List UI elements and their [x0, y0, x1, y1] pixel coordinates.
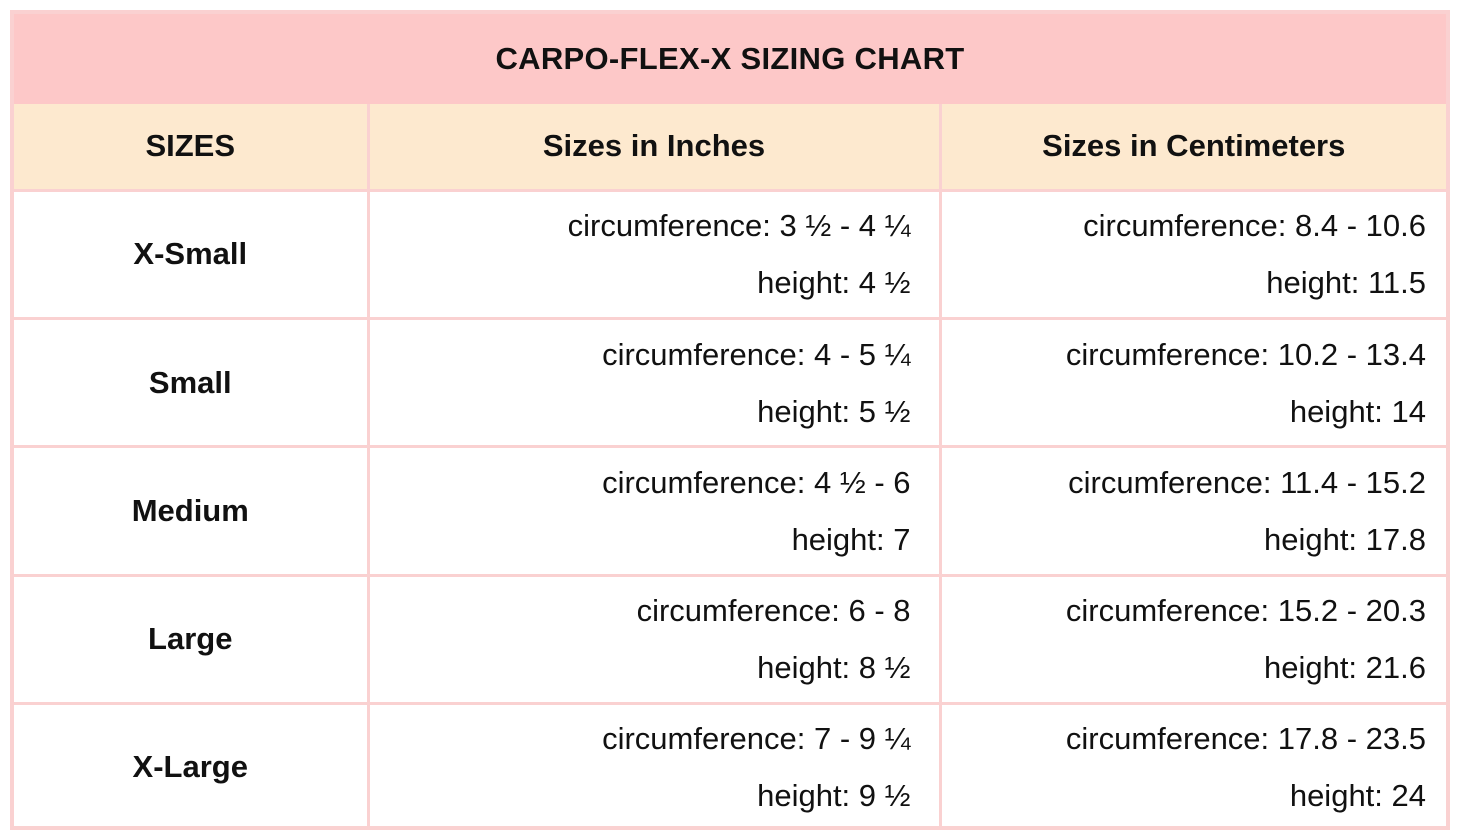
header-sizes: SIZES — [14, 104, 370, 192]
size-label: X-Small — [14, 188, 370, 321]
cm-height: height: 24 — [1289, 778, 1426, 814]
inches-height: height: 9 ½ — [757, 778, 911, 814]
cm-height: height: 17.8 — [1263, 521, 1426, 557]
cm-circumference: circumference: 10.2 - 13.4 — [1065, 336, 1426, 372]
centimeters-cell: circumference: 11.4 - 15.2 height: 17.8 — [938, 445, 1446, 577]
cm-circumference: circumference: 15.2 - 20.3 — [1065, 593, 1426, 629]
inches-cell: circumference: 4 - 5 ¼ height: 5 ½ — [366, 317, 942, 449]
cm-circumference: circumference: 8.4 - 10.6 — [1083, 208, 1426, 244]
table-header-row: SIZES Sizes in Inches Sizes in Centimete… — [14, 104, 1446, 192]
cm-height: height: 11.5 — [1266, 265, 1426, 301]
table-row: Small circumference: 4 - 5 ¼ height: 5 ½… — [14, 317, 1446, 449]
centimeters-cell: circumference: 15.2 - 20.3 height: 21.6 — [938, 573, 1446, 705]
inches-circumference: circumference: 3 ½ - 4 ¼ — [567, 208, 911, 244]
table-row: Large circumference: 6 - 8 height: 8 ½ c… — [14, 573, 1446, 705]
centimeters-cell: circumference: 17.8 - 23.5 height: 24 — [938, 701, 1446, 830]
size-label: Large — [14, 573, 370, 705]
inches-cell: circumference: 4 ½ - 6 height: 7 — [366, 445, 942, 577]
inches-cell: circumference: 6 - 8 height: 8 ½ — [366, 573, 942, 705]
sizing-chart: CARPO-FLEX-X SIZING CHART SIZES Sizes in… — [10, 10, 1450, 830]
inches-cell: circumference: 7 - 9 ¼ height: 9 ½ — [366, 701, 942, 830]
header-inches: Sizes in Inches — [366, 104, 942, 192]
inches-circumference: circumference: 4 - 5 ¼ — [602, 336, 911, 372]
inches-circumference: circumference: 6 - 8 — [636, 593, 911, 629]
inches-circumference: circumference: 4 ½ - 6 — [602, 464, 911, 500]
size-label: Medium — [14, 445, 370, 577]
table-row: X-Small circumference: 3 ½ - 4 ¼ height:… — [14, 188, 1446, 321]
header-centimeters: Sizes in Centimeters — [938, 104, 1446, 192]
cm-height: height: 14 — [1289, 393, 1426, 429]
cm-circumference: circumference: 17.8 - 23.5 — [1065, 721, 1426, 757]
cm-circumference: circumference: 11.4 - 15.2 — [1068, 464, 1426, 500]
size-label: X-Large — [14, 701, 370, 830]
centimeters-cell: circumference: 10.2 - 13.4 height: 14 — [938, 317, 1446, 449]
size-label: Small — [14, 317, 370, 449]
inches-height: height: 8 ½ — [757, 650, 911, 686]
chart-title: CARPO-FLEX-X SIZING CHART — [14, 14, 1446, 104]
centimeters-cell: circumference: 8.4 - 10.6 height: 11.5 — [938, 188, 1446, 321]
inches-circumference: circumference: 7 - 9 ¼ — [602, 721, 911, 757]
inches-height: height: 5 ½ — [757, 393, 911, 429]
inches-cell: circumference: 3 ½ - 4 ¼ height: 4 ½ — [366, 188, 942, 321]
inches-height: height: 7 — [791, 521, 911, 557]
cm-height: height: 21.6 — [1263, 650, 1426, 686]
table-row: X-Large circumference: 7 - 9 ¼ height: 9… — [14, 701, 1446, 830]
sizing-table: SIZES Sizes in Inches Sizes in Centimete… — [14, 104, 1446, 830]
table-row: Medium circumference: 4 ½ - 6 height: 7 … — [14, 445, 1446, 577]
inches-height: height: 4 ½ — [757, 265, 911, 301]
